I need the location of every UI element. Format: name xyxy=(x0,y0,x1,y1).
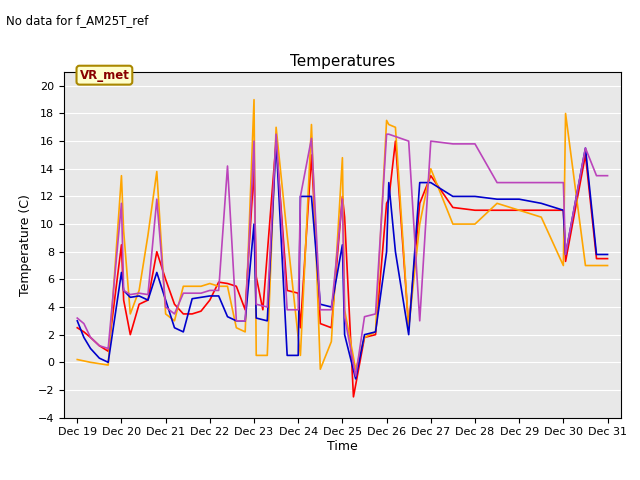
Title: Temperatures: Temperatures xyxy=(290,54,395,70)
X-axis label: Time: Time xyxy=(327,440,358,453)
Text: VR_met: VR_met xyxy=(79,69,129,82)
Y-axis label: Temperature (C): Temperature (C) xyxy=(19,194,32,296)
Text: No data for f_AM25T_ref: No data for f_AM25T_ref xyxy=(6,14,148,27)
